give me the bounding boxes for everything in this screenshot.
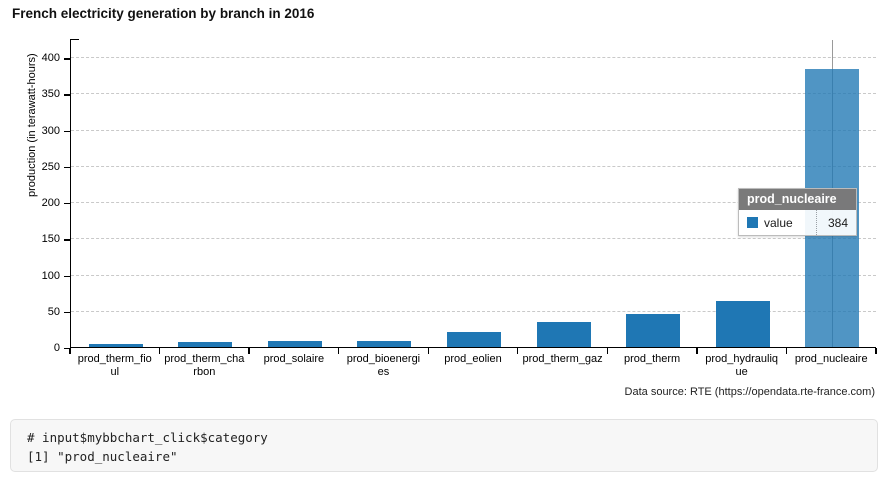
x-tick	[158, 348, 161, 354]
x-axis-label-prod_therm_gaz: prod_therm_gaz	[522, 353, 603, 365]
console-line-1: # input$mybbchart_click$category	[27, 430, 268, 445]
y-tick	[64, 311, 70, 314]
x-axis-label-prod_bioenergies: prod_bioenergi es	[346, 353, 421, 378]
y-tick	[64, 130, 70, 132]
tooltip-row: value 384	[739, 210, 856, 235]
console-output: # input$mybbchart_click$category [1] "pr…	[10, 419, 878, 472]
y-tick	[64, 58, 70, 60]
bar-prod_bioenergies[interactable]	[357, 341, 412, 347]
series-swatch-icon	[747, 217, 758, 228]
gridline-y-100	[71, 274, 876, 276]
gridline-y-350	[71, 93, 876, 95]
tooltip-value: 384	[816, 210, 856, 235]
gridline-y-200	[71, 202, 876, 204]
x-tick	[248, 348, 250, 354]
x-tick	[427, 348, 429, 354]
y-tick-label: 50	[47, 305, 60, 318]
tooltip-title: prod_nucleaire	[739, 189, 856, 210]
gridline-y-50	[71, 310, 876, 312]
gridline-y-250	[71, 165, 876, 167]
x-axis-label-prod_therm_fioul: prod_therm_fio ul	[77, 353, 152, 378]
gridline-y-300	[71, 129, 876, 131]
x-tick	[785, 348, 788, 354]
x-tick	[606, 348, 609, 354]
y-tick-label: 350	[41, 88, 60, 101]
bar-prod_eolien[interactable]	[447, 331, 501, 347]
y-tick	[64, 94, 70, 96]
y-tick	[64, 203, 70, 205]
tooltip-series-label: value	[764, 215, 793, 230]
gridline-y-400	[71, 57, 876, 59]
x-axis-label-prod_solaire: prod_solaire	[263, 353, 325, 365]
tooltip-series: value	[739, 216, 816, 230]
chart-tooltip: prod_nucleaire value 384	[738, 188, 857, 236]
gridline-y-150	[71, 238, 876, 240]
y-tick	[64, 239, 70, 241]
bar-prod_therm_charbon[interactable]	[178, 341, 233, 347]
y-tick-label: 100	[41, 269, 60, 282]
y-tick-label: 150	[41, 233, 60, 246]
x-axis-label-prod_therm_charbon: prod_therm_cha rbon	[164, 353, 245, 378]
y-tick-label: 300	[41, 124, 60, 137]
x-axis-label-prod_nucleaire: prod_nucleaire	[794, 353, 868, 365]
x-axis-label-prod_therm: prod_therm	[623, 353, 681, 365]
bar-prod_therm_gaz[interactable]	[536, 321, 591, 347]
y-axis-cap	[70, 39, 79, 41]
y-tick	[64, 275, 70, 277]
y-tick	[64, 166, 70, 169]
y-tick-label: 200	[41, 197, 60, 210]
data-source-caption: Data source: RTE (https://opendata.rte-f…	[624, 386, 875, 398]
bar-prod_therm_fioul[interactable]	[88, 344, 143, 347]
x-tick	[69, 348, 71, 354]
x-axis-label-prod_hydraulique: prod_hydrauliq ue	[705, 353, 779, 378]
x-tick	[696, 348, 698, 354]
bar-prod_therm[interactable]	[626, 313, 681, 347]
bar-prod_solaire[interactable]	[267, 341, 322, 347]
bar-prod_hydraulique[interactable]	[715, 300, 770, 347]
x-tick	[337, 348, 340, 354]
y-tick-label: 250	[41, 160, 60, 173]
y-tick	[64, 348, 70, 350]
bar-chart: production (in terawatt-hours) 0 50 100 150…	[0, 30, 889, 405]
y-tick-label: 0	[53, 342, 60, 354]
x-axis-label-prod_eolien: prod_eolien	[444, 353, 502, 365]
y-tick-label: 400	[41, 52, 60, 65]
page-title: French electricity generation by branch …	[12, 6, 315, 21]
x-tick	[875, 348, 877, 354]
x-tick	[517, 348, 519, 354]
console-line-2: [1] "prod_nucleaire"	[27, 449, 178, 464]
